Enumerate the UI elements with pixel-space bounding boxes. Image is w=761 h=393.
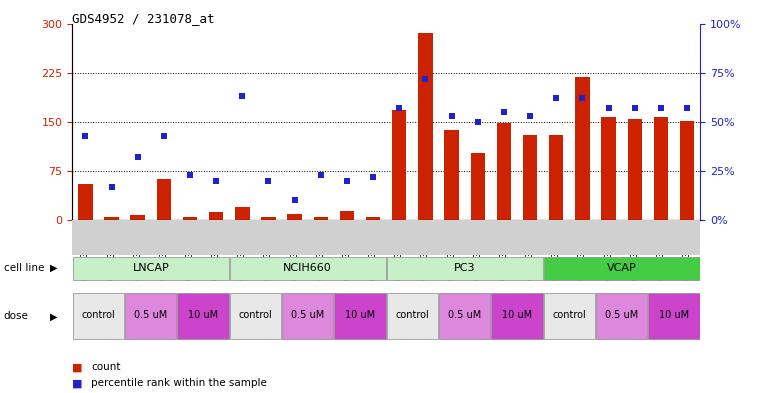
Point [236,93,248,99]
Bar [157,180,171,220]
Bar [261,217,275,220]
Bar [104,217,119,220]
Bar [314,217,328,220]
Text: ▶: ▶ [49,263,57,273]
Point [367,174,379,180]
Bar [497,123,511,220]
Text: PC3: PC3 [454,263,476,273]
Bar [575,77,590,220]
Bar [439,293,490,339]
Point [524,113,537,119]
Point [315,172,327,178]
Bar [601,117,616,220]
Text: 0.5 uM: 0.5 uM [134,310,167,320]
Bar [596,293,648,339]
Text: GDS4952 / 231078_at: GDS4952 / 231078_at [72,12,215,25]
Bar [339,211,354,220]
Point [106,184,118,190]
Point [445,113,457,119]
Text: dose: dose [4,311,29,321]
Text: 10 uM: 10 uM [345,310,375,320]
Bar [444,130,459,220]
Point [158,132,170,139]
Point [654,105,667,111]
Point [341,178,353,184]
Bar [654,117,668,220]
Point [210,178,222,184]
Bar [334,293,386,339]
Bar [78,184,93,220]
Bar [392,110,406,220]
Text: cell line: cell line [4,263,44,273]
Bar [543,257,699,280]
Bar [543,293,595,339]
Bar [366,217,380,220]
Bar [73,257,229,280]
Point [419,75,431,82]
Bar [230,257,386,280]
Text: 10 uM: 10 uM [188,310,218,320]
Text: VCAP: VCAP [607,263,636,273]
Bar [282,293,333,339]
Point [629,105,641,111]
Point [288,197,301,204]
Text: ■: ■ [72,362,83,373]
Bar [470,152,485,220]
Bar [288,213,302,220]
Text: percentile rank within the sample: percentile rank within the sample [91,378,267,388]
Text: 0.5 uM: 0.5 uM [448,310,481,320]
Text: NCIH660: NCIH660 [283,263,332,273]
Text: ▶: ▶ [49,311,57,321]
Text: control: control [81,310,116,320]
Bar [73,293,124,339]
Point [393,105,406,111]
Bar [125,293,177,339]
Bar [648,293,699,339]
Bar [680,121,694,220]
Bar [549,135,563,220]
Bar [177,293,229,339]
Text: control: control [396,310,429,320]
Bar [209,212,224,220]
Text: 0.5 uM: 0.5 uM [605,310,638,320]
Bar [387,293,438,339]
Bar [230,293,281,339]
Text: ■: ■ [72,378,83,388]
Bar [130,215,145,220]
Text: 10 uM: 10 uM [502,310,532,320]
Text: control: control [238,310,272,320]
Bar [183,217,197,220]
Point [472,119,484,125]
Point [498,109,510,115]
Point [576,95,588,101]
Text: control: control [552,310,586,320]
Point [132,154,144,160]
Point [681,105,693,111]
Point [603,105,615,111]
Text: 0.5 uM: 0.5 uM [291,310,324,320]
Bar [492,293,543,339]
Text: LNCAP: LNCAP [132,263,169,273]
Point [184,172,196,178]
Bar [235,207,250,220]
Bar [628,119,642,220]
Bar [387,257,543,280]
Point [79,132,91,139]
Bar [523,135,537,220]
Bar [419,33,433,220]
Text: 10 uM: 10 uM [659,310,689,320]
Text: count: count [91,362,121,373]
Point [550,95,562,101]
Point [263,178,275,184]
